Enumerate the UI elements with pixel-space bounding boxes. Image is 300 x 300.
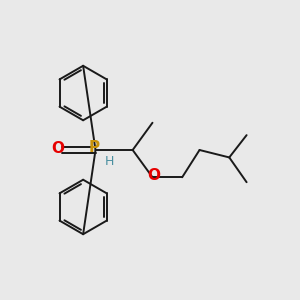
Text: P: P xyxy=(89,140,100,155)
Text: O: O xyxy=(147,168,160,183)
Text: O: O xyxy=(51,140,64,155)
Text: H: H xyxy=(104,154,114,168)
